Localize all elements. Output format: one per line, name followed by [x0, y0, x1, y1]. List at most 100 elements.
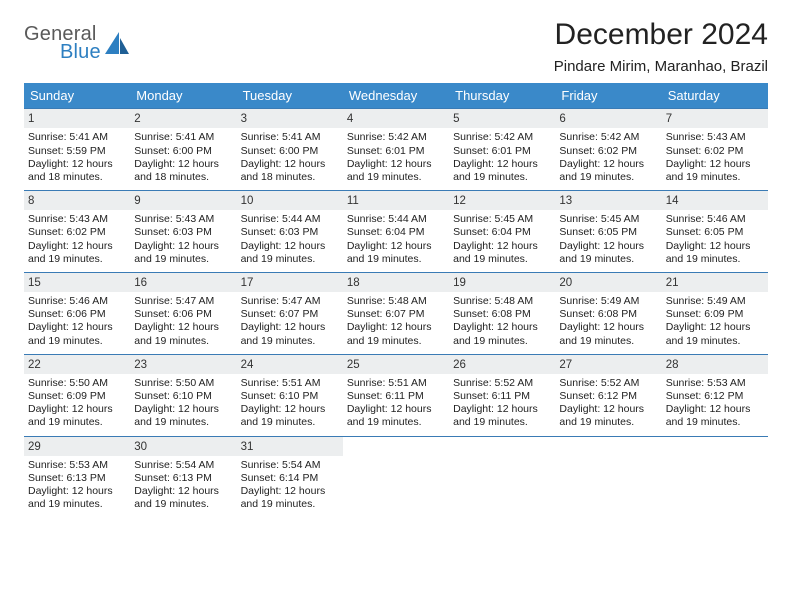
day-info: Sunrise: 5:42 AMSunset: 6:01 PMDaylight:… — [347, 131, 445, 184]
day-info-line: Daylight: 12 hours — [347, 158, 445, 171]
day-cell: 7Sunrise: 5:43 AMSunset: 6:02 PMDaylight… — [662, 109, 768, 190]
day-number: 12 — [449, 191, 555, 210]
day-info-line: Daylight: 12 hours — [134, 403, 232, 416]
day-info-line: Sunset: 6:11 PM — [453, 390, 551, 403]
day-info-line: and 19 minutes. — [28, 498, 126, 511]
day-info-line: and 19 minutes. — [559, 416, 657, 429]
day-number: 20 — [555, 273, 661, 292]
day-info-line: Sunset: 6:07 PM — [347, 308, 445, 321]
day-info-line: and 19 minutes. — [559, 171, 657, 184]
day-info-line: Daylight: 12 hours — [241, 485, 339, 498]
day-number: 6 — [555, 109, 661, 128]
day-info: Sunrise: 5:48 AMSunset: 6:08 PMDaylight:… — [453, 295, 551, 348]
day-cell: 25Sunrise: 5:51 AMSunset: 6:11 PMDayligh… — [343, 355, 449, 436]
day-info-line: Sunset: 6:00 PM — [241, 145, 339, 158]
day-info-line: Sunset: 6:06 PM — [134, 308, 232, 321]
day-info-line: Sunrise: 5:44 AM — [347, 213, 445, 226]
day-info: Sunrise: 5:45 AMSunset: 6:04 PMDaylight:… — [453, 213, 551, 266]
weekday-header-row: Sunday Monday Tuesday Wednesday Thursday… — [24, 83, 768, 108]
day-info-line: Sunrise: 5:45 AM — [453, 213, 551, 226]
day-info: Sunrise: 5:44 AMSunset: 6:03 PMDaylight:… — [241, 213, 339, 266]
day-info-line: Daylight: 12 hours — [559, 240, 657, 253]
day-info: Sunrise: 5:51 AMSunset: 6:10 PMDaylight:… — [241, 377, 339, 430]
day-number: 27 — [555, 355, 661, 374]
day-info-line: Sunrise: 5:48 AM — [453, 295, 551, 308]
day-info-line: Daylight: 12 hours — [28, 240, 126, 253]
week-row: 8Sunrise: 5:43 AMSunset: 6:02 PMDaylight… — [24, 190, 768, 272]
day-cell: 9Sunrise: 5:43 AMSunset: 6:03 PMDaylight… — [130, 191, 236, 272]
day-info-line: Sunset: 6:05 PM — [559, 226, 657, 239]
day-number: 18 — [343, 273, 449, 292]
week-row: 15Sunrise: 5:46 AMSunset: 6:06 PMDayligh… — [24, 272, 768, 354]
day-info-line: Daylight: 12 hours — [241, 321, 339, 334]
day-cell: 24Sunrise: 5:51 AMSunset: 6:10 PMDayligh… — [237, 355, 343, 436]
day-info-line: Daylight: 12 hours — [559, 403, 657, 416]
day-info-line: Daylight: 12 hours — [241, 240, 339, 253]
day-info-line: Sunset: 6:09 PM — [28, 390, 126, 403]
day-cell: 23Sunrise: 5:50 AMSunset: 6:10 PMDayligh… — [130, 355, 236, 436]
day-info: Sunrise: 5:45 AMSunset: 6:05 PMDaylight:… — [559, 213, 657, 266]
day-info-line: and 18 minutes. — [134, 171, 232, 184]
day-info-line: and 18 minutes. — [28, 171, 126, 184]
day-number: 2 — [130, 109, 236, 128]
day-info-line: Sunrise: 5:42 AM — [347, 131, 445, 144]
day-info-line: Sunrise: 5:43 AM — [134, 213, 232, 226]
day-info-line: Sunset: 6:14 PM — [241, 472, 339, 485]
day-number: 1 — [24, 109, 130, 128]
day-info-line: and 19 minutes. — [453, 416, 551, 429]
day-info: Sunrise: 5:51 AMSunset: 6:11 PMDaylight:… — [347, 377, 445, 430]
day-info-line: Sunset: 6:04 PM — [347, 226, 445, 239]
day-info-line: Sunrise: 5:51 AM — [241, 377, 339, 390]
weekday-header: Sunday — [24, 83, 130, 108]
day-info-line: and 19 minutes. — [241, 498, 339, 511]
day-number: 4 — [343, 109, 449, 128]
day-info-line: Daylight: 12 hours — [453, 240, 551, 253]
brand-line2: Blue — [24, 42, 101, 62]
day-info-line: Sunset: 6:11 PM — [347, 390, 445, 403]
day-cell: 2Sunrise: 5:41 AMSunset: 6:00 PMDaylight… — [130, 109, 236, 190]
day-info-line: and 19 minutes. — [453, 253, 551, 266]
day-info-line: Sunrise: 5:49 AM — [666, 295, 764, 308]
day-number: 8 — [24, 191, 130, 210]
day-info-line: and 19 minutes. — [453, 171, 551, 184]
day-info-line: Daylight: 12 hours — [134, 485, 232, 498]
day-info: Sunrise: 5:49 AMSunset: 6:09 PMDaylight:… — [666, 295, 764, 348]
day-info-line: and 19 minutes. — [134, 416, 232, 429]
day-info-line: Sunset: 6:03 PM — [134, 226, 232, 239]
day-cell: 1Sunrise: 5:41 AMSunset: 5:59 PMDaylight… — [24, 109, 130, 190]
day-info: Sunrise: 5:41 AMSunset: 6:00 PMDaylight:… — [241, 131, 339, 184]
day-cell: 16Sunrise: 5:47 AMSunset: 6:06 PMDayligh… — [130, 273, 236, 354]
day-info-line: Sunset: 6:06 PM — [28, 308, 126, 321]
day-info-line: Daylight: 12 hours — [453, 158, 551, 171]
day-number: 15 — [24, 273, 130, 292]
day-info-line: Daylight: 12 hours — [559, 158, 657, 171]
day-info-line: Sunrise: 5:52 AM — [559, 377, 657, 390]
day-info-line: Sunset: 6:00 PM — [134, 145, 232, 158]
day-info-line: Daylight: 12 hours — [28, 321, 126, 334]
day-info-line: Sunset: 6:01 PM — [347, 145, 445, 158]
day-number — [555, 437, 661, 456]
day-info-line: Sunrise: 5:41 AM — [28, 131, 126, 144]
day-info-line: Sunset: 6:12 PM — [559, 390, 657, 403]
day-info: Sunrise: 5:52 AMSunset: 6:11 PMDaylight:… — [453, 377, 551, 430]
day-info: Sunrise: 5:46 AMSunset: 6:05 PMDaylight:… — [666, 213, 764, 266]
day-number: 17 — [237, 273, 343, 292]
day-cell: 13Sunrise: 5:45 AMSunset: 6:05 PMDayligh… — [555, 191, 661, 272]
day-info-line: Daylight: 12 hours — [134, 240, 232, 253]
day-info: Sunrise: 5:54 AMSunset: 6:13 PMDaylight:… — [134, 459, 232, 512]
day-number: 28 — [662, 355, 768, 374]
day-info-line: Daylight: 12 hours — [453, 403, 551, 416]
day-info-line: and 19 minutes. — [347, 335, 445, 348]
day-cell: 26Sunrise: 5:52 AMSunset: 6:11 PMDayligh… — [449, 355, 555, 436]
title-block: December 2024 Pindare Mirim, Maranhao, B… — [554, 18, 768, 75]
day-info-line: Daylight: 12 hours — [666, 403, 764, 416]
day-info-line: Daylight: 12 hours — [241, 403, 339, 416]
day-info-line: and 19 minutes. — [347, 416, 445, 429]
day-info-line: and 19 minutes. — [28, 335, 126, 348]
weekday-header: Thursday — [449, 83, 555, 108]
day-info-line: Daylight: 12 hours — [666, 321, 764, 334]
day-cell: 3Sunrise: 5:41 AMSunset: 6:00 PMDaylight… — [237, 109, 343, 190]
brand-logo: General Blue — [24, 18, 131, 62]
weekday-header: Wednesday — [343, 83, 449, 108]
day-cell — [662, 437, 768, 518]
